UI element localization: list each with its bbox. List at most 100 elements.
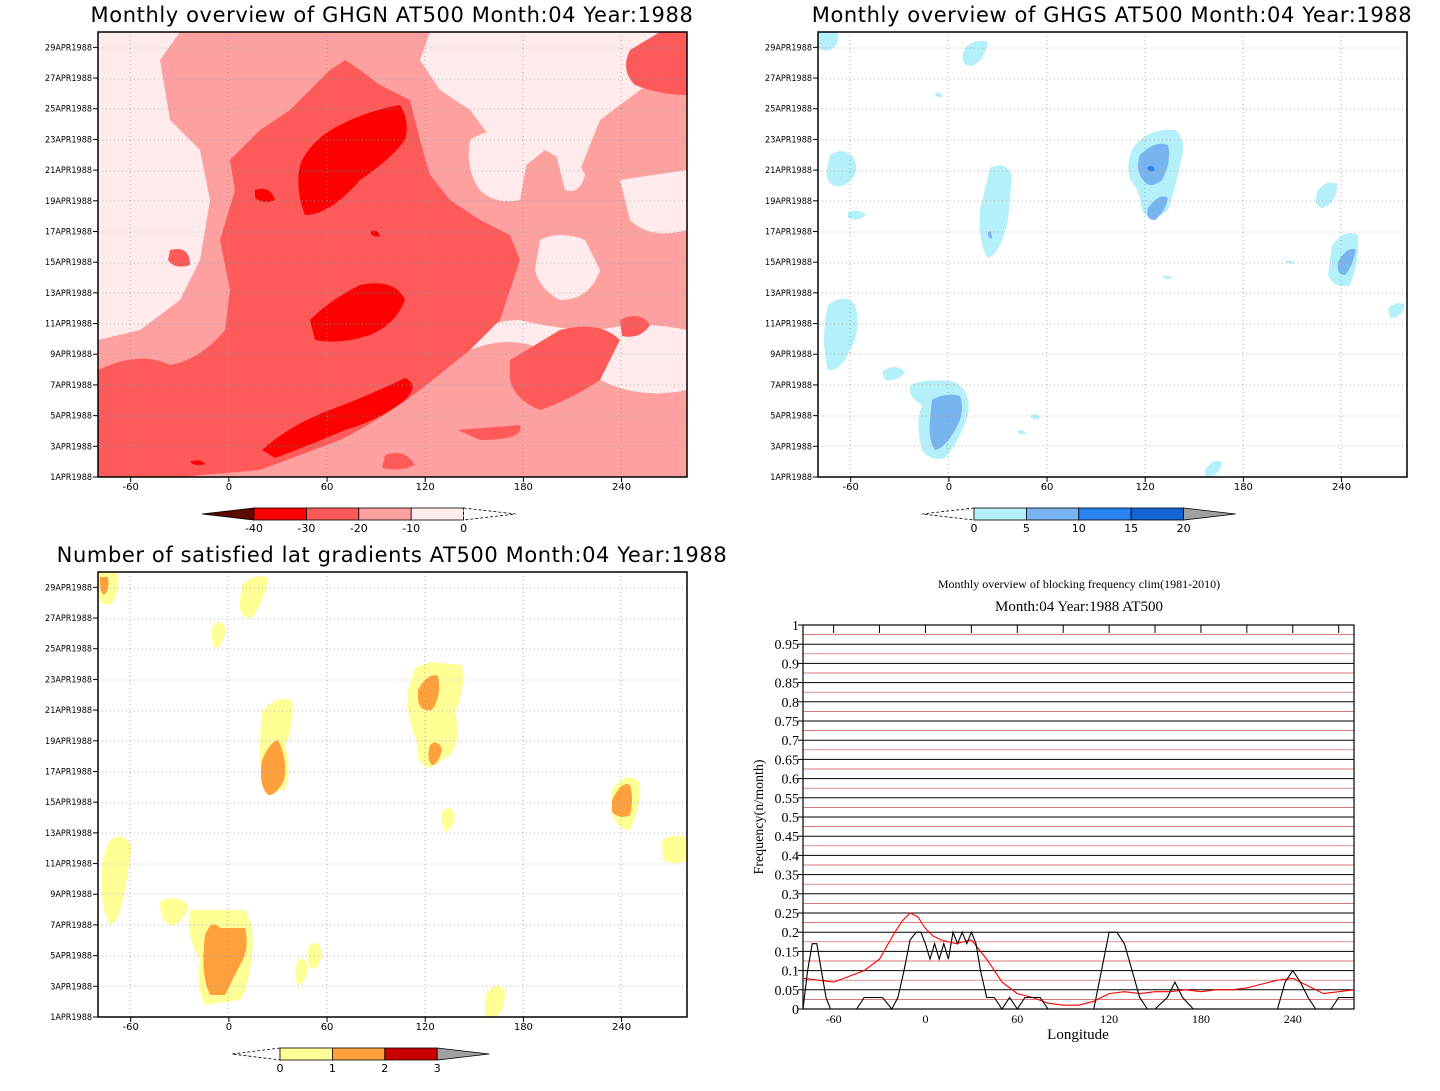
date-tick-label: 7APR1988 <box>50 381 92 391</box>
colorbar-segment <box>1078 507 1132 521</box>
ghgn-plot-frame <box>97 31 688 478</box>
line-chart-y-tick-label: 0.65 <box>775 753 800 768</box>
line-chart-subtitle: Month:04 Year:1988 AT500 <box>995 599 1163 615</box>
lon-tick-label: -60 <box>123 482 139 493</box>
date-tick-label: 17APR1988 <box>45 227 92 237</box>
lon-tick-label: 60 <box>321 1022 334 1033</box>
lat-gradients-contour-field <box>98 572 687 1017</box>
date-tick-label: 21APR1988 <box>45 706 92 716</box>
date-tick-label: 5APR1988 <box>770 412 812 422</box>
date-tick-label: 23APR1988 <box>45 675 92 685</box>
date-tick-label: 9APR1988 <box>770 350 812 360</box>
colorbar-segment <box>410 507 465 521</box>
date-tick-label: 5APR1988 <box>50 952 92 962</box>
colorbar-label: -40 <box>245 522 263 535</box>
line-chart-y-tick-label: 0.8 <box>782 696 800 711</box>
lon-tick-label: 240 <box>612 482 631 493</box>
colorbar-lower-triangle <box>921 507 975 521</box>
date-tick-label: 25APR1988 <box>765 105 812 115</box>
panel-ghgs-title: Monthly overview of GHGS AT500 Month:04 … <box>812 3 1413 27</box>
colorbar-upper-triangle <box>1183 507 1236 521</box>
colorbar-lower-triangle <box>231 1047 281 1061</box>
lon-tick-label: 0 <box>226 1022 232 1033</box>
ghgs-colorbar: 0 5 10 15 20 <box>921 507 1236 535</box>
lon-tick-label: 120 <box>416 482 435 493</box>
colorbar-segment <box>384 1047 438 1061</box>
colorbar-label: 5 <box>1023 522 1030 535</box>
colorbar-upper-triangle <box>436 1047 490 1061</box>
colorbar-label: 0 <box>460 522 467 535</box>
colorbar-segment <box>279 1047 333 1061</box>
ghgn-date-axis: 1APR1988 3APR1988 5APR1988 7APR1988 9APR1988… <box>45 43 98 483</box>
ghgs-contour-field <box>818 32 1407 477</box>
date-tick-label: 15APR1988 <box>765 258 812 268</box>
date-tick-label: 15APR1988 <box>45 798 92 808</box>
colorbar-label: 20 <box>1177 522 1191 535</box>
lon-tick-label: 0 <box>226 482 232 493</box>
lon-tick-label: 240 <box>612 1022 631 1033</box>
colorbar-label: 3 <box>434 1062 441 1075</box>
lon-tick-label: 60 <box>1041 482 1054 493</box>
date-tick-label: 3APR1988 <box>770 442 812 452</box>
date-tick-label: 11APR1988 <box>45 320 92 330</box>
line-chart-title: Monthly overview of blocking frequency c… <box>938 577 1220 591</box>
line-chart-y-tick-label: 0.05 <box>775 984 800 999</box>
colorbar-segment <box>1026 507 1080 521</box>
line-chart-x-tick-label: 120 <box>1100 1012 1118 1026</box>
panel-ghgn: Monthly overview of GHGN AT500 Month:04 … <box>45 3 693 535</box>
date-tick-label: 11APR1988 <box>765 320 812 330</box>
date-tick-label: 1APR1988 <box>50 1013 92 1023</box>
ghgn-colorbar: -40 -30 -20 -10 0 <box>201 507 516 535</box>
line-plot-area: -60 0 60 120 180 240 0 0.05 0.1 0.15 0.2 0.25 0.3 0.3… <box>775 619 1355 1026</box>
date-tick-label: 21APR1988 <box>765 166 812 176</box>
date-tick-label: 3APR1988 <box>50 982 92 992</box>
colorbar-label: -10 <box>402 522 420 535</box>
colorbar-label: 1 <box>329 1062 336 1075</box>
line-chart-y-tick-label: 0.2 <box>782 926 800 941</box>
lon-tick-label: 120 <box>416 1022 435 1033</box>
line-chart-y-tick-label: 0.85 <box>775 677 800 692</box>
date-tick-label: 27APR1988 <box>45 614 92 624</box>
line-chart-y-tick-label: 0.25 <box>775 907 800 922</box>
line-chart-ylabel: Frequency(n/month) <box>752 759 767 874</box>
line-chart-y-tick-label: 0.1 <box>782 965 800 980</box>
ghgs-date-axis: 1APR1988 3APR1988 5APR1988 7APR1988 9APR1988… <box>765 43 818 483</box>
line-chart-y-tick-label: 0.7 <box>782 734 800 749</box>
date-tick-label: 25APR1988 <box>45 105 92 115</box>
colorbar-label: -30 <box>297 522 315 535</box>
line-chart-y-tick-label: 0.9 <box>782 657 800 672</box>
lat-gradients-colorbar: 0 1 2 3 <box>231 1047 490 1075</box>
line-chart-y-tick-label: 1 <box>792 619 799 634</box>
date-tick-label: 19APR1988 <box>45 197 92 207</box>
lon-tick-label: 120 <box>1136 482 1155 493</box>
colorbar-segment <box>358 507 412 521</box>
line-chart-y-tick-label: 0.4 <box>782 849 800 864</box>
lat-gradients-lon-axis: -60 0 60 120 180 240 <box>123 1017 631 1033</box>
date-tick-label: 17APR1988 <box>45 767 92 777</box>
colorbar-label: 0 <box>277 1062 284 1075</box>
date-tick-label: 23APR1988 <box>765 135 812 145</box>
date-tick-label: 19APR1988 <box>45 737 92 747</box>
line-chart-y-tick-label: 0.35 <box>775 869 800 884</box>
colorbar-label: -20 <box>350 522 368 535</box>
colorbar-label: 15 <box>1124 522 1138 535</box>
date-tick-label: 13APR1988 <box>45 289 92 299</box>
line-chart-y-tick-label: 0 <box>792 1003 799 1018</box>
line-chart-y-tick-label: 0.95 <box>775 638 800 653</box>
date-tick-label: 17APR1988 <box>765 227 812 237</box>
line-chart-y-tick-label: 0.6 <box>782 773 800 788</box>
panel-lat-gradients-title: Number of satisfied lat gradients AT500 … <box>57 543 728 567</box>
date-tick-label: 29APR1988 <box>45 43 92 53</box>
date-tick-label: 21APR1988 <box>45 166 92 176</box>
line-chart-y-tick-label: 0.15 <box>775 945 800 960</box>
line-chart-y-tick-label: 0.45 <box>775 830 800 845</box>
lon-tick-label: 180 <box>514 482 533 493</box>
line-chart-x-tick-label: 60 <box>1011 1012 1023 1026</box>
line-chart-x-tick-label: -60 <box>826 1012 842 1026</box>
date-tick-label: 27APR1988 <box>765 74 812 84</box>
colorbar-label: 10 <box>1072 522 1086 535</box>
line-chart-y-tick-label: 0.75 <box>775 715 800 730</box>
colorbar-segment <box>973 507 1027 521</box>
ghgn-contour-field <box>98 32 687 477</box>
